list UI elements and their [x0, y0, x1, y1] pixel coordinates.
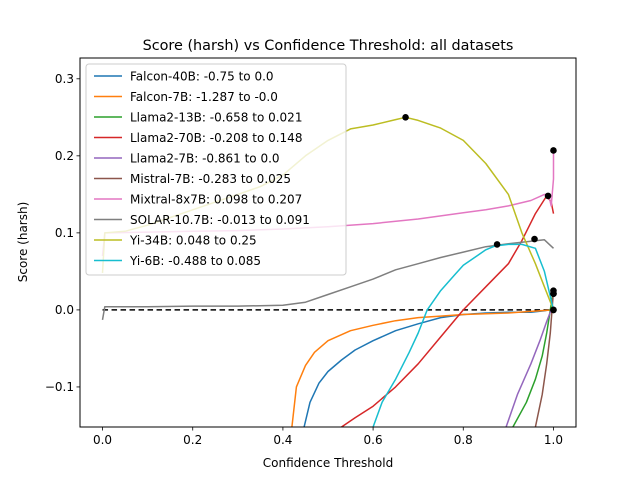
chart-title: Score (harsh) vs Confidence Threshold: a… [143, 38, 514, 54]
max-marker-1 [544, 192, 552, 200]
max-marker-4 [550, 147, 557, 154]
x-axis-label: Confidence Threshold [263, 456, 393, 470]
x-tick-label-2: 0.4 [273, 433, 292, 447]
series-line-9 [372, 243, 555, 427]
y-tick-label-1: 0.0 [55, 303, 74, 317]
legend-label-7: SOLAR-10.7B: -0.013 to 0.091 [130, 213, 310, 227]
legend-label-8: Yi-34B: 0.048 to 0.25 [129, 233, 257, 247]
y-tick-label-3: 0.2 [55, 149, 74, 163]
max-marker-6 [493, 241, 501, 248]
max-marker-9 [550, 290, 557, 298]
legend-box [85, 63, 347, 276]
legend-label-5: Mistral-7B: -0.283 to 0.025 [130, 172, 291, 186]
max-marker-7 [531, 235, 538, 243]
y-tick-label-4: 0.3 [55, 72, 74, 86]
series-line-1 [291, 309, 554, 427]
y-tick-label-2: 0.1 [55, 226, 74, 240]
x-tick-label-4: 0.8 [454, 433, 473, 447]
max-marker-8 [550, 306, 557, 314]
legend-label-4: Llama2-7B: -0.861 to 0.0 [130, 151, 280, 165]
legend-label-1: Falcon-7B: -1.287 to -0.0 [130, 90, 278, 104]
max-marker-5 [402, 114, 409, 121]
y-axis-label: Score (harsh) [16, 202, 30, 283]
legend-label-6: Mixtral-8x7B: 0.098 to 0.207 [130, 192, 302, 206]
x-tick-label-5: 1.0 [544, 433, 563, 447]
plot-data-layer [101, 114, 557, 427]
legend-label-3: Llama2-70B: -0.208 to 0.148 [130, 131, 302, 145]
x-tick-label-1: 0.2 [183, 433, 202, 447]
x-tick-label-3: 0.6 [364, 433, 383, 447]
legend-label-9: Yi-6B: -0.488 to 0.085 [129, 254, 261, 268]
legend-label-2: Llama2-13B: -0.658 to 0.021 [130, 110, 302, 124]
series-line-5 [534, 290, 555, 427]
axis-ticks: 0.0 0.2 0.4 0.6 0.8 1.0 −0.1 0.0 0.1 0.2 0.3 [45, 72, 563, 447]
plot-frame [79, 57, 577, 428]
x-tick-label-0: 0.0 [93, 433, 112, 447]
legend: Falcon-40B: -0.75 to 0.0 Falcon-7B: -1.28… [85, 63, 347, 276]
y-tick-label-0: −0.1 [45, 380, 74, 394]
legend-label-0: Falcon-40B: -0.75 to 0.0 [130, 69, 274, 83]
series-line-3 [341, 195, 555, 427]
